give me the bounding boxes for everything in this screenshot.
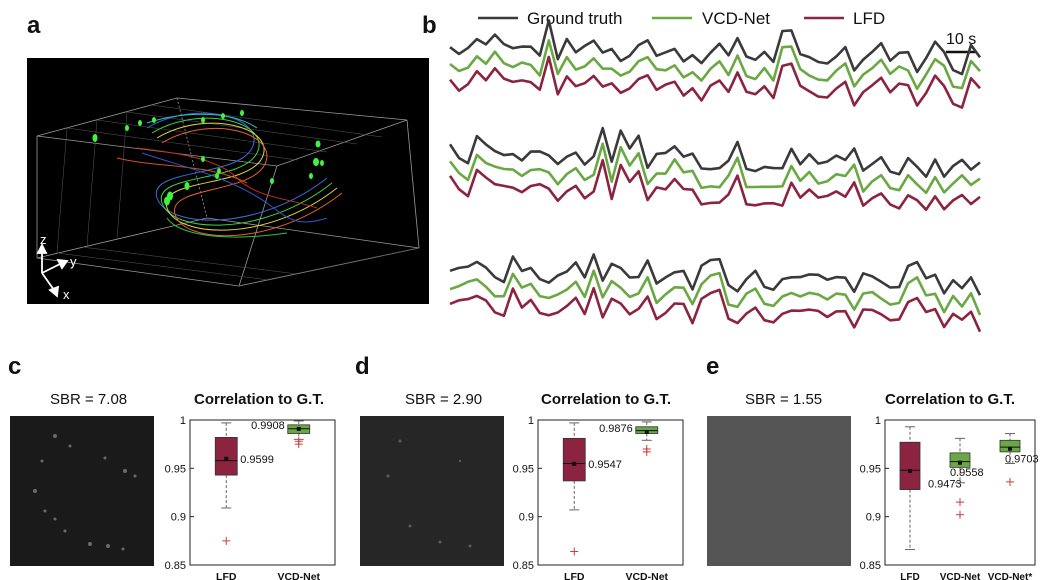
y-tick-label: 1 bbox=[875, 415, 881, 427]
category-label: VCD-Net bbox=[625, 571, 668, 580]
outlier-marker bbox=[956, 498, 964, 507]
legend-label-ground-truth: Ground truth bbox=[527, 9, 622, 28]
outlier-marker bbox=[222, 536, 231, 545]
y-tick-label: 0.95 bbox=[513, 463, 534, 475]
mean-marker bbox=[958, 460, 962, 465]
outlier-marker bbox=[294, 437, 303, 446]
value-label: 0.9703 bbox=[1005, 454, 1039, 466]
grid-lines bbox=[56, 104, 420, 287]
axis-label-x: x bbox=[63, 287, 70, 302]
trace-vcd-net-3 bbox=[449, 269, 982, 316]
panel-label-a: a bbox=[27, 12, 41, 39]
neuron-points bbox=[92, 110, 324, 206]
y-tick-label: 1 bbox=[180, 415, 186, 427]
category-label: VCD-Net bbox=[277, 571, 320, 580]
box-lfd bbox=[899, 441, 921, 490]
y-tick-label: 0.9 bbox=[171, 512, 186, 524]
axis-label-z: z bbox=[40, 232, 47, 247]
y-tick-label: 0.85 bbox=[860, 560, 881, 572]
plot-frame bbox=[189, 419, 336, 566]
y-tick-label: 0.9 bbox=[519, 512, 534, 524]
sbr-label-d: SBR = 2.90 bbox=[405, 391, 483, 408]
category-label: LFD bbox=[216, 571, 237, 580]
chart-title-d: Correlation to G.T. bbox=[541, 391, 672, 408]
microscopy-image-d bbox=[360, 416, 504, 566]
axis-label-y: y bbox=[70, 254, 77, 269]
chart-title-c: Correlation to G.T. bbox=[194, 391, 325, 408]
outlier-marker bbox=[642, 445, 651, 453]
panel-label-c: c bbox=[8, 353, 22, 380]
panel-label-e: e bbox=[706, 353, 720, 380]
calcium-traces-panel: Ground truth VCD-Net LFD 10 s bbox=[448, 9, 982, 333]
y-tick-label: 0.95 bbox=[860, 463, 881, 475]
box-lfd bbox=[562, 437, 586, 482]
trace-lfd-2 bbox=[448, 158, 981, 211]
mean-marker bbox=[224, 456, 229, 461]
mean-marker bbox=[572, 461, 577, 466]
value-label: 0.9558 bbox=[950, 467, 984, 479]
outlier-marker bbox=[1006, 477, 1014, 486]
mean-marker bbox=[296, 426, 301, 431]
outlier-marker bbox=[956, 510, 964, 519]
plot-frame bbox=[884, 419, 1036, 566]
chart-title-e: Correlation to G.T. bbox=[885, 391, 1016, 408]
value-label: 0.9473 bbox=[928, 479, 962, 491]
legend-label-vcd-net: VCD-Net bbox=[702, 9, 770, 28]
y-tick-label: 0.85 bbox=[513, 560, 534, 572]
outlier-marker bbox=[570, 547, 579, 556]
neuron-trajectories bbox=[116, 112, 343, 238]
y-tick-label: 0.85 bbox=[165, 560, 186, 572]
box-plot-d: 1 0.95 0.9 0.85 0.9547 LFD 0.9876 VCD-Net bbox=[513, 415, 684, 580]
value-label: 0.9599 bbox=[240, 454, 274, 466]
sbr-label-c: SBR = 7.08 bbox=[50, 391, 128, 408]
mean-marker bbox=[1008, 446, 1012, 451]
category-label: VCD-Net* bbox=[988, 572, 1033, 580]
plot-frame bbox=[537, 419, 684, 566]
sbr-label-e: SBR = 1.55 bbox=[745, 391, 823, 408]
trajectory-3d-render: z y x bbox=[27, 58, 429, 304]
value-label: 0.9876 bbox=[599, 423, 633, 435]
trace-vcd-net-1 bbox=[449, 39, 981, 91]
legend-label-lfd: LFD bbox=[853, 9, 885, 28]
panel-label-d: d bbox=[355, 353, 370, 380]
category-label: LFD bbox=[900, 572, 919, 580]
microscopy-image-e bbox=[707, 416, 851, 566]
y-tick-label: 1 bbox=[528, 415, 534, 427]
box-vcdnet bbox=[999, 439, 1021, 453]
trace-lfd-1 bbox=[448, 55, 981, 109]
mean-marker bbox=[644, 429, 649, 434]
y-tick-label: 0.9 bbox=[866, 512, 881, 524]
box-vcdnet bbox=[949, 452, 971, 468]
trace-vcd-net-2 bbox=[448, 142, 981, 195]
trace-lines bbox=[448, 19, 982, 333]
box-lfd bbox=[214, 436, 238, 476]
microscopy-image-c bbox=[10, 416, 154, 566]
box-plot-c: 1 0.95 0.9 0.85 0.9599 LFD 0.9908 VCD-Net bbox=[165, 415, 336, 580]
value-label: 0.9547 bbox=[588, 459, 622, 471]
trace-lfd-3 bbox=[449, 286, 982, 333]
y-tick-label: 0.95 bbox=[165, 463, 186, 475]
value-label: 0.9908 bbox=[251, 420, 285, 432]
box-plot-e: 1 0.95 0.9 0.85 0.9473 LFD 0.9558 VCD-Net 0.9703… bbox=[860, 415, 1039, 580]
category-label: LFD bbox=[564, 571, 585, 580]
trace-ground-truth-2 bbox=[448, 126, 981, 178]
panel-label-b: b bbox=[422, 12, 437, 39]
category-label: VCD-Net bbox=[940, 572, 981, 580]
mean-marker bbox=[908, 468, 912, 473]
axis-indicator bbox=[36, 242, 69, 298]
trace-ground-truth-3 bbox=[449, 253, 982, 296]
legend: Ground truth VCD-Net LFD bbox=[478, 9, 885, 28]
trace-ground-truth-1 bbox=[449, 19, 982, 76]
scale-bar-label: 10 s bbox=[946, 31, 976, 48]
